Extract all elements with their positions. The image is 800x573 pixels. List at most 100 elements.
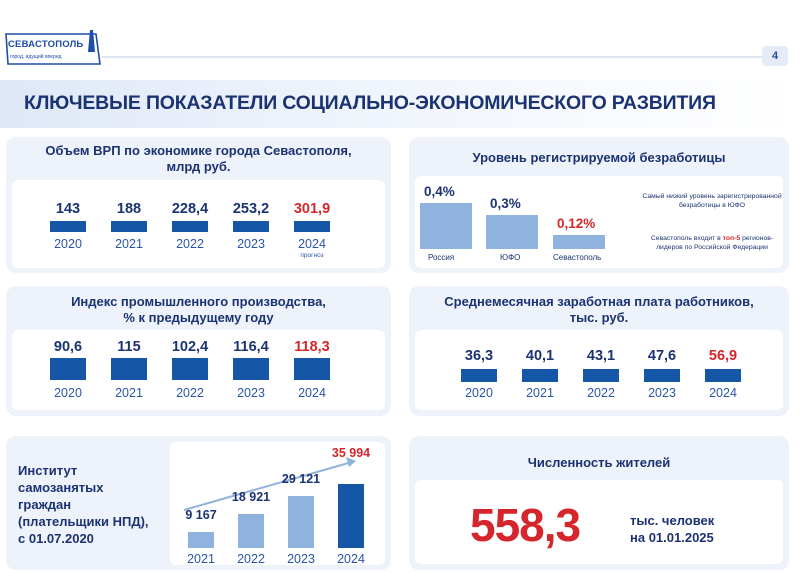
industry-value-label: 115	[117, 339, 141, 355]
growth-arrow-icon	[183, 457, 356, 511]
salary-title-line2: тыс. руб.	[569, 310, 629, 325]
salary-bar	[583, 369, 619, 382]
unemployment-bar	[486, 214, 538, 249]
self-line1: Институт	[18, 463, 78, 478]
unemployment-note-top5: Севастополь входит в топ-5 регионов-лиде…	[642, 234, 782, 252]
industry-category-label: 2022	[176, 386, 204, 400]
industry-category-label: 2020	[54, 386, 82, 400]
industry-category-label: 2021	[115, 386, 143, 400]
population-title: Численность жителей	[527, 455, 671, 470]
industry-value-label: 102,4	[171, 339, 209, 355]
industry-bar	[172, 358, 208, 380]
grp-category-label: 2021	[115, 237, 143, 251]
grp-category-label: 2020	[54, 237, 82, 251]
unemployment-bar	[553, 235, 605, 249]
salary-value-label: 47,6	[647, 348, 677, 364]
salary-bar	[522, 369, 558, 382]
grp-value-label: 143	[55, 201, 81, 217]
population-unit-line1: тыс. человек	[630, 513, 715, 528]
unemployment-bar	[420, 203, 472, 249]
self-employed-title: Институт самозанятых граждан (плательщик…	[18, 462, 168, 547]
logo-ribbon-icon	[5, 30, 101, 65]
header: СЕВАСТОПОЛЬ город, идущий вперед 4	[0, 0, 800, 80]
salary-category-label: 2024	[709, 386, 737, 400]
industry-bar	[294, 358, 330, 380]
self-employed-value-label: 29 121	[281, 472, 321, 487]
grp-bar	[111, 221, 147, 232]
self-employed-value-label: 9 167	[185, 507, 217, 522]
salary-bar	[705, 369, 741, 382]
industry-value-label: 118,3	[294, 339, 330, 355]
grp-category-label: 2023	[237, 237, 265, 251]
population-unit-line2: на 01.01.2025	[630, 530, 714, 545]
unemployment-category-label: Севастополь	[553, 253, 602, 262]
industry-bar	[50, 358, 86, 380]
logo-title: СЕВАСТОПОЛЬ	[8, 39, 84, 50]
salary-value-label: 36,3	[464, 348, 494, 364]
grp-title: Объем ВРП по экономике города Севастопол…	[6, 143, 391, 175]
unemployment-note-lowest: Самый низкий уровень зарегистрированной …	[642, 193, 782, 209]
self-employed-bar	[338, 484, 364, 548]
grp-value-label: 301,9	[293, 201, 331, 217]
grp-note: прогноз	[300, 252, 324, 259]
industry-bar	[233, 358, 269, 380]
self-employed-category-label: 2021	[187, 552, 215, 566]
self-line4: (плательщики НПД),	[18, 514, 149, 529]
header-divider	[102, 56, 762, 58]
note-top5-prefix: Севастополь входит в	[650, 235, 723, 242]
salary-bar	[461, 369, 497, 382]
industry-title-line1: Индекс промышленного производства,	[71, 294, 326, 309]
self-employed-category-label: 2024	[337, 552, 365, 566]
grp-bar	[50, 221, 86, 232]
unemployment-chart	[415, 176, 783, 268]
grp-category-label: 2022	[176, 237, 204, 251]
salary-category-label: 2023	[648, 386, 676, 400]
salary-category-label: 2021	[526, 386, 554, 400]
grp-title-line2: млрд руб.	[166, 159, 231, 174]
grp-bar	[172, 221, 208, 232]
salary-category-label: 2022	[587, 386, 615, 400]
note-top5-highlight: топ-5	[722, 235, 741, 242]
page-number: 4	[762, 46, 788, 66]
grp-value-label: 188	[116, 201, 142, 217]
unemployment-value-label: 0,12%	[557, 216, 596, 232]
industry-category-label: 2024	[298, 386, 326, 400]
grp-value-label: 253,2	[232, 201, 270, 217]
self-employed-value-label: 18 921	[231, 490, 271, 505]
salary-title: Среднемесячная заработная плата работник…	[409, 294, 789, 326]
self-employed-category-label: 2023	[287, 552, 315, 566]
self-employed-value-label: 35 994	[331, 446, 371, 460]
salary-bar	[644, 369, 680, 382]
unemployment-title: Уровень регистрируемой безработицы	[472, 150, 726, 165]
unemployment-category-label: Россия	[428, 253, 455, 262]
self-line3: граждан	[18, 497, 72, 512]
industry-value-label: 116,4	[233, 339, 269, 355]
page-title: КЛЮЧЕВЫЕ ПОКАЗАТЕЛИ СОЦИАЛЬНО-ЭКОНОМИЧЕС…	[24, 92, 716, 114]
salary-value-label: 43,1	[586, 348, 616, 364]
industry-title-line2: % к предыдущему году	[123, 310, 274, 325]
grp-value-label: 228,4	[171, 201, 209, 217]
grp-category-label: 2024	[298, 237, 326, 251]
salary-value-label: 56,9	[708, 348, 738, 364]
self-employed-bar	[188, 531, 214, 548]
self-line2: самозанятых	[18, 480, 104, 495]
industry-title: Индекс промышленного производства, % к п…	[6, 294, 391, 326]
self-employed-bar	[238, 514, 264, 548]
unemployment-value-label: 0,4%	[424, 184, 455, 199]
sevastopol-logo: СЕВАСТОПОЛЬ город, идущий вперед	[4, 30, 102, 68]
grp-title-line1: Объем ВРП по экономике города Севастопол…	[45, 143, 352, 158]
self-employed-category-label: 2022	[237, 552, 265, 566]
self-employed-bar	[288, 496, 314, 548]
population-unit: тыс. человек на 01.01.2025	[630, 512, 714, 546]
industry-bar	[111, 358, 147, 380]
population-body	[415, 480, 783, 564]
population-value: 558,3	[470, 499, 581, 551]
industry-category-label: 2023	[237, 386, 265, 400]
grp-bar	[233, 221, 269, 232]
note-top5-suffix: регионов-лидеров по Российской Федерации	[656, 235, 774, 251]
salary-category-label: 2020	[465, 386, 493, 400]
unemployment-value-label: 0,3%	[490, 195, 521, 211]
grp-bar	[294, 221, 330, 232]
title-band	[0, 80, 800, 128]
self-line5: с 01.07.2020	[18, 531, 94, 546]
